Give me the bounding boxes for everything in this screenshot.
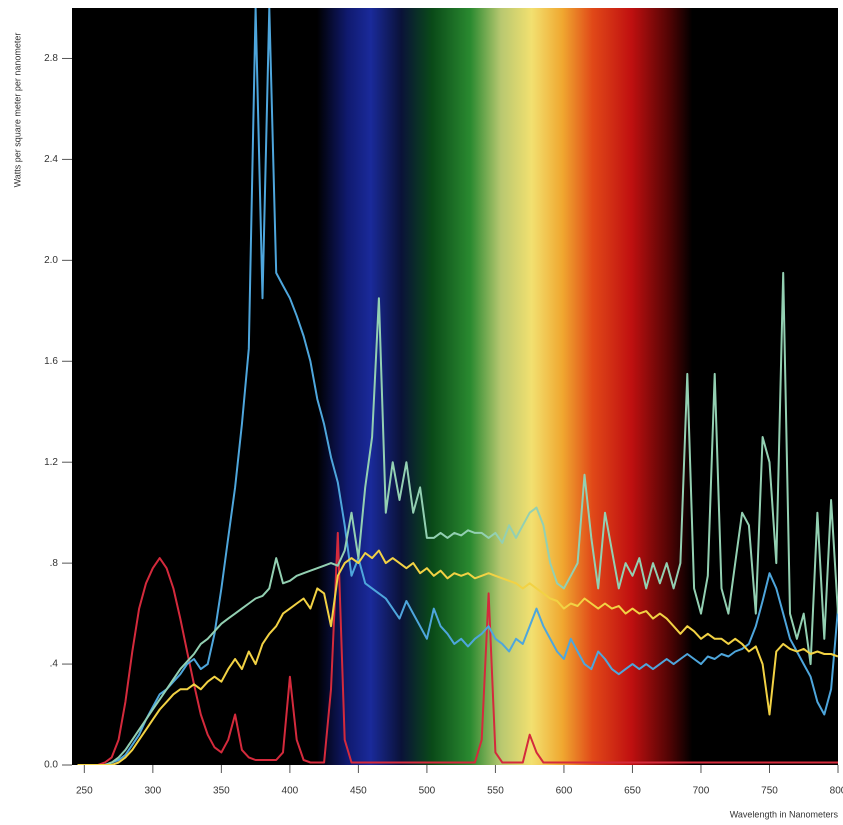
x-tick-label: 750 [761,786,778,797]
x-tick-label: 250 [76,786,93,797]
y-axis-label: Watts per square meter per nanometer [12,33,22,188]
y-tick-label: 2.0 [44,255,58,266]
y-tick-label: .8 [50,558,59,569]
y-tick-label: 1.2 [44,457,58,468]
x-tick-label: 600 [556,786,573,797]
x-tick-label: 450 [350,786,367,797]
x-tick-label: 500 [419,786,436,797]
y-tick-label: 0.0 [44,760,58,771]
x-axis-label: Wavelength in Nanometers [730,809,839,819]
x-tick-label: 650 [624,786,641,797]
series-line [77,549,838,765]
x-tick-label: 300 [145,786,162,797]
y-tick-label: 2.4 [44,154,58,165]
y-tick-label: 2.8 [44,53,58,64]
x-tick-label: 550 [487,786,504,797]
plot-background [72,8,838,765]
y-tick-label: 1.6 [44,356,58,367]
x-tick-label: 350 [213,786,230,797]
y-tick-label: .4 [50,659,59,670]
series-line [77,271,838,765]
x-tick-label: 700 [693,786,710,797]
series-line [77,531,838,765]
x-tick-label: 400 [282,786,299,797]
lines [77,8,838,765]
series-line [77,8,838,765]
x-tick-label: 800 [830,786,843,797]
